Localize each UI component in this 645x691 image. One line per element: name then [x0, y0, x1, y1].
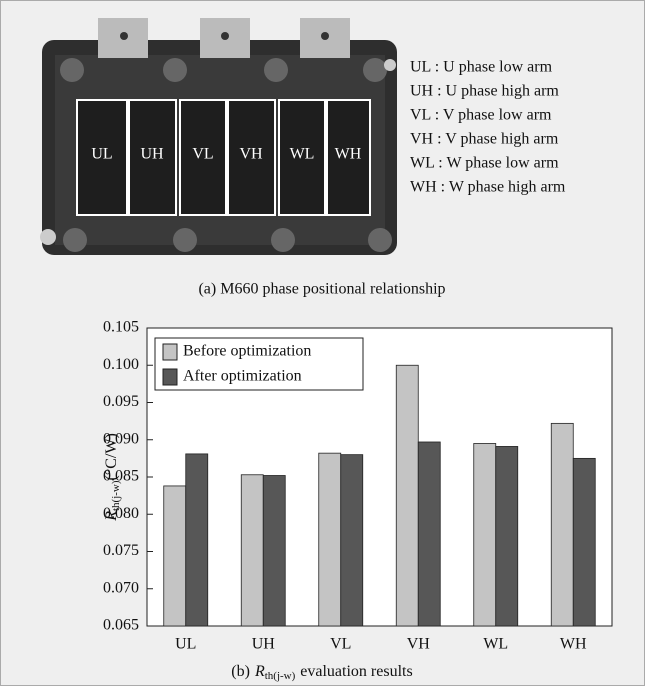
x-tick-label: WH	[560, 636, 587, 653]
x-tick-label: UH	[252, 636, 276, 653]
bar	[318, 452, 342, 627]
region-label: UL	[91, 146, 112, 163]
caption-b: (b) Rth(j-w) evaluation results	[231, 663, 412, 682]
y-tick-label: 0.100	[103, 356, 139, 373]
x-tick-label: VH	[407, 636, 431, 653]
caption-a: (a) M660 phase positional relationship	[198, 281, 445, 298]
legend-box	[154, 337, 364, 391]
bar	[185, 453, 209, 627]
bar	[550, 422, 574, 627]
region-label: VH	[239, 146, 263, 163]
x-tick-label: UL	[175, 636, 196, 653]
bar	[240, 474, 264, 627]
legend-swatch	[162, 368, 178, 386]
region-label: UH	[140, 146, 164, 163]
bar	[495, 446, 519, 627]
y-tick-label: 0.070	[103, 579, 139, 596]
phase-legend: VL : V phase low arm	[410, 107, 552, 124]
legend-swatch	[162, 343, 178, 361]
x-tick-label: WL	[483, 636, 508, 653]
phase-legend: UL : U phase low arm	[410, 59, 553, 76]
caption-suffix: evaluation results	[300, 663, 412, 680]
module-photo	[40, 18, 397, 255]
caption-symbol: R	[254, 663, 265, 680]
y-tick-label: 0.085	[103, 468, 139, 485]
y-axis-subscript: th(j-w)	[110, 480, 122, 511]
region-label: VL	[192, 146, 213, 163]
phase-legend: UH : U phase high arm	[410, 83, 559, 100]
y-axis-label: Rth(j-w)(°C/W)	[103, 433, 122, 522]
y-tick-label: 0.095	[103, 393, 139, 410]
region-label: WL	[290, 146, 315, 163]
legend-label: Before optimization	[183, 343, 311, 360]
bar	[572, 457, 596, 627]
region-label: WH	[335, 146, 362, 163]
phase-legend: WH : W phase high arm	[410, 179, 566, 196]
bar	[473, 443, 497, 627]
phase-legend: VH : V phase high arm	[410, 131, 559, 148]
y-tick-label: 0.105	[103, 319, 139, 336]
phase-legend: WL : W phase low arm	[410, 155, 559, 172]
y-axis-symbol: R	[103, 511, 120, 522]
bar	[340, 454, 364, 627]
y-tick-label: 0.075	[103, 542, 139, 559]
y-tick-label: 0.080	[103, 505, 139, 522]
caption-subscript: th(j-w)	[265, 670, 296, 682]
x-tick-label: VL	[330, 636, 351, 653]
bar	[163, 485, 187, 627]
y-axis-unit: (°C/W)	[103, 433, 120, 480]
y-tick-label: 0.065	[103, 617, 139, 634]
legend-label: After optimization	[183, 368, 302, 385]
bar	[262, 475, 286, 627]
bar	[395, 364, 419, 627]
y-tick-label: 0.090	[103, 430, 139, 447]
bar	[417, 441, 441, 627]
caption-prefix: (b)	[231, 663, 250, 680]
